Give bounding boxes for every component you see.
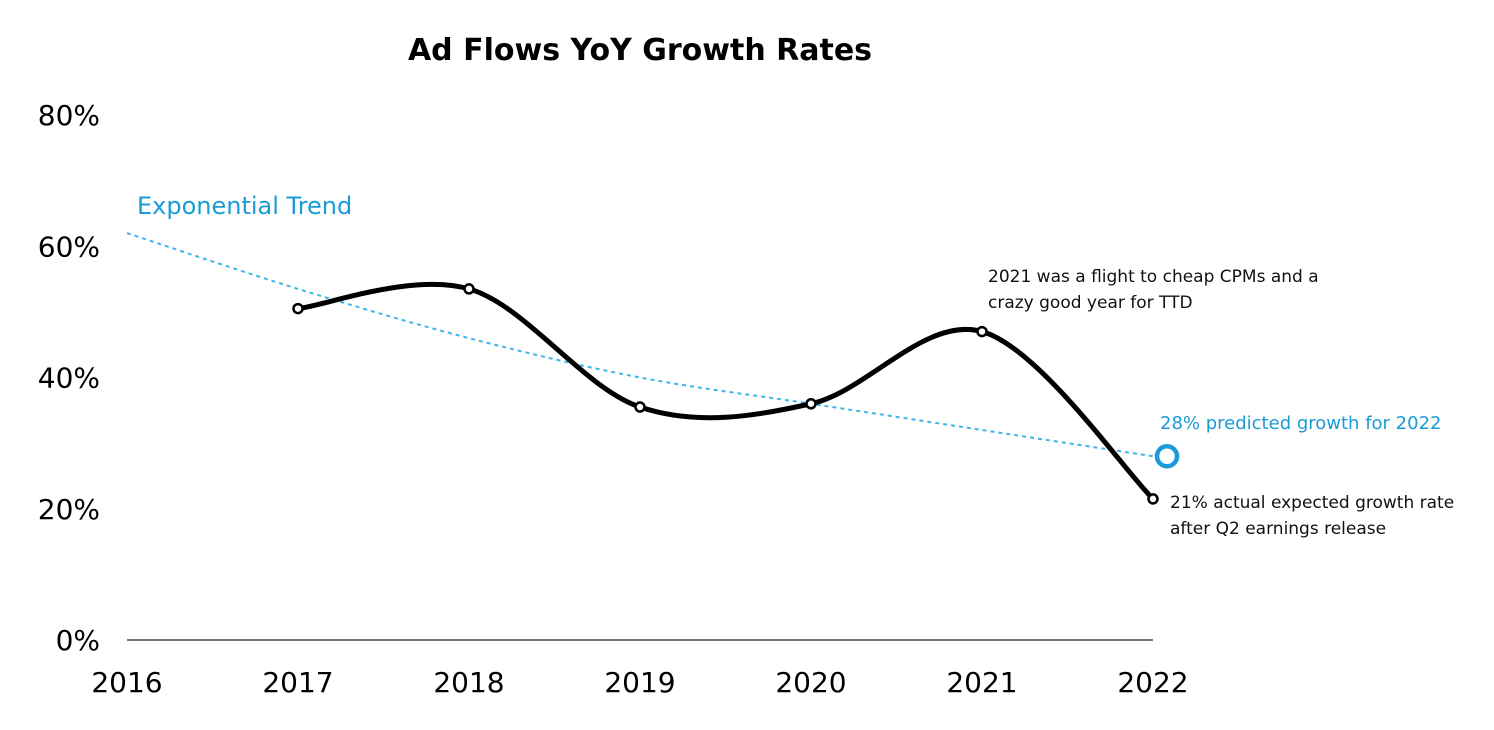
x-tick-label: 2017 xyxy=(262,666,333,699)
annotation-2021-line1: 2021 was a flight to cheap CPMs and a xyxy=(988,267,1319,287)
growth-rate-line xyxy=(295,281,1156,502)
data-point-2017 xyxy=(292,302,304,315)
x-tick-label: 2018 xyxy=(433,666,504,699)
predicted-growth-point xyxy=(1154,444,1180,469)
x-tick-label: 2022 xyxy=(1117,666,1188,699)
y-tick-label: 20% xyxy=(38,493,100,526)
chart-title: Ad Flows YoY Growth Rates xyxy=(408,33,872,68)
data-point-2021 xyxy=(976,325,988,338)
data-point-2022 xyxy=(1147,493,1159,505)
annotation-predicted-growth: 28% predicted growth for 2022 xyxy=(1160,413,1441,434)
exponential-trend-line xyxy=(126,232,1154,458)
data-point-2018 xyxy=(463,283,475,295)
annotation-actual-line2: after Q2 earnings release xyxy=(1170,519,1386,539)
y-tick-label: 80% xyxy=(38,99,100,132)
series-layer xyxy=(295,281,1156,502)
data-point-2020 xyxy=(805,398,817,410)
y-tick-label: 60% xyxy=(38,230,100,263)
x-tick-label: 2021 xyxy=(946,666,1017,699)
data-point-2019 xyxy=(634,401,646,413)
x-axis: 2016 2017 2018 2019 2020 2021 2022 xyxy=(91,666,1188,699)
x-tick-label: 2020 xyxy=(775,666,846,699)
trend-label: Exponential Trend xyxy=(137,192,352,220)
y-tick-label: 40% xyxy=(38,362,100,395)
markers-layer xyxy=(292,283,1180,505)
y-tick-label: 0% xyxy=(56,624,100,657)
x-tick-label: 2016 xyxy=(91,666,162,699)
annotation-actual-line1: 21% actual expected growth rate xyxy=(1170,493,1454,513)
annotation-2021-line2: crazy good year for TTD xyxy=(988,293,1193,313)
y-axis: 0% 20% 40% 60% 80% xyxy=(38,99,100,657)
x-tick-label: 2019 xyxy=(604,666,675,699)
trend-layer xyxy=(126,232,1154,458)
